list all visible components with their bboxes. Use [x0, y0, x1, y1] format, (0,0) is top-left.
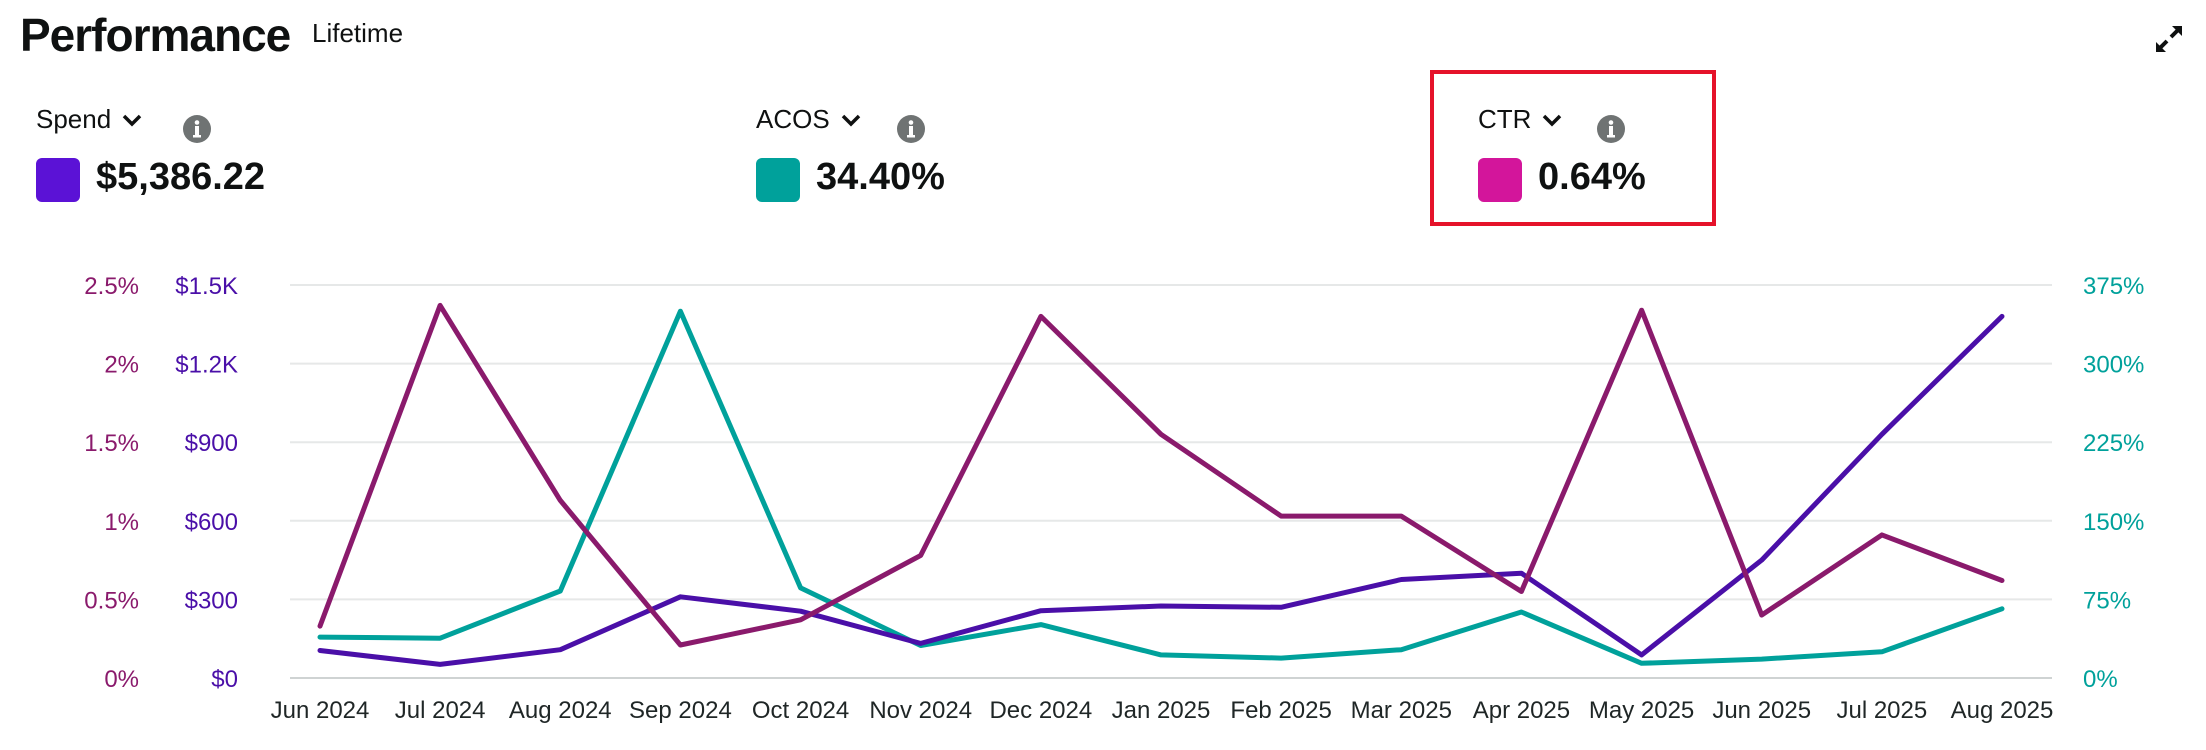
- ctr-axis-tick-label: 2%: [104, 352, 139, 379]
- spend-axis-tick-label: $1.5K: [175, 273, 238, 300]
- x-axis-tick-label: Jan 2025: [1112, 697, 1211, 724]
- ctr-axis-tick-label: 1%: [104, 509, 139, 536]
- x-axis-tick-label: Jul 2024: [395, 697, 486, 724]
- x-axis-tick-label: Oct 2024: [752, 697, 849, 724]
- selected-metric-highlight: [1430, 70, 1716, 226]
- spend-series-line: [317, 313, 2005, 667]
- x-axis-tick-label: May 2025: [1589, 697, 1694, 724]
- info-icon[interactable]: [896, 114, 926, 144]
- x-axis-tick-label: Jun 2024: [271, 697, 370, 724]
- info-icon[interactable]: [182, 114, 212, 144]
- acos-axis-tick-label: 75%: [2083, 587, 2131, 614]
- x-axis-tick-label: Feb 2025: [1230, 697, 1331, 724]
- acos-axis-tick-label: 300%: [2083, 352, 2144, 379]
- ctr-color-swatch: [1478, 158, 1522, 202]
- ctr-axis-tick-label: 2.5%: [84, 273, 139, 300]
- ctr-axis-tick-label: 0%: [104, 666, 139, 693]
- acos-axis-tick-label: 375%: [2083, 273, 2144, 300]
- acos-series-line: [317, 308, 2005, 666]
- metric-name: Spend: [36, 104, 112, 134]
- expand-icon[interactable]: [2152, 22, 2186, 56]
- spend-axis-tick-label: $0: [211, 666, 238, 693]
- x-axis-tick-label: Jul 2025: [1836, 697, 1927, 724]
- chevron-down-icon: [1543, 114, 1562, 126]
- ctr-axis-tick-label: 1.5%: [84, 430, 139, 457]
- acos-axis-tick-label: 225%: [2083, 430, 2144, 457]
- metric-value: $5,386.22: [96, 156, 266, 198]
- spend-color-swatch: [36, 158, 80, 202]
- x-axis-tick-label: Apr 2025: [1473, 697, 1570, 724]
- metric-selector-ctr[interactable]: CTR: [1478, 104, 1563, 135]
- metric-selector-spend[interactable]: Spend: [36, 104, 143, 135]
- x-axis-tick-label: Aug 2025: [1951, 697, 2054, 724]
- x-axis-tick-label: Nov 2024: [869, 697, 972, 724]
- x-axis-tick-label: Aug 2024: [509, 697, 612, 724]
- x-axis-tick-label: Mar 2025: [1351, 697, 1452, 724]
- ctr-axis-tick-label: 0.5%: [84, 587, 139, 614]
- spend-axis-tick-label: $600: [185, 509, 238, 536]
- metric-selector-acos[interactable]: ACOS: [756, 104, 862, 135]
- acos-color-swatch: [756, 158, 800, 202]
- chevron-down-icon: [841, 114, 860, 126]
- x-axis-tick-label: Sep 2024: [629, 697, 732, 724]
- spend-axis-tick-label: $300: [185, 587, 238, 614]
- metric-name: CTR: [1478, 104, 1532, 134]
- acos-axis-tick-label: 150%: [2083, 509, 2144, 536]
- spend-axis-tick-label: $900: [185, 430, 238, 457]
- ctr-series-line: [317, 302, 2005, 648]
- acos-axis-tick-label: 0%: [2083, 666, 2118, 693]
- page-title: Performance: [20, 9, 291, 61]
- info-icon[interactable]: [1596, 114, 1626, 144]
- metric-value: 0.64%: [1538, 156, 1646, 198]
- x-axis-tick-label: Dec 2024: [989, 697, 1092, 724]
- page-subtitle: Lifetime: [312, 18, 404, 48]
- x-axis-tick-label: Jun 2025: [1712, 697, 1811, 724]
- metric-name: ACOS: [756, 104, 830, 134]
- metric-value: 34.40%: [816, 156, 945, 198]
- chevron-down-icon: [122, 114, 142, 126]
- spend-axis-tick-label: $1.2K: [175, 352, 238, 379]
